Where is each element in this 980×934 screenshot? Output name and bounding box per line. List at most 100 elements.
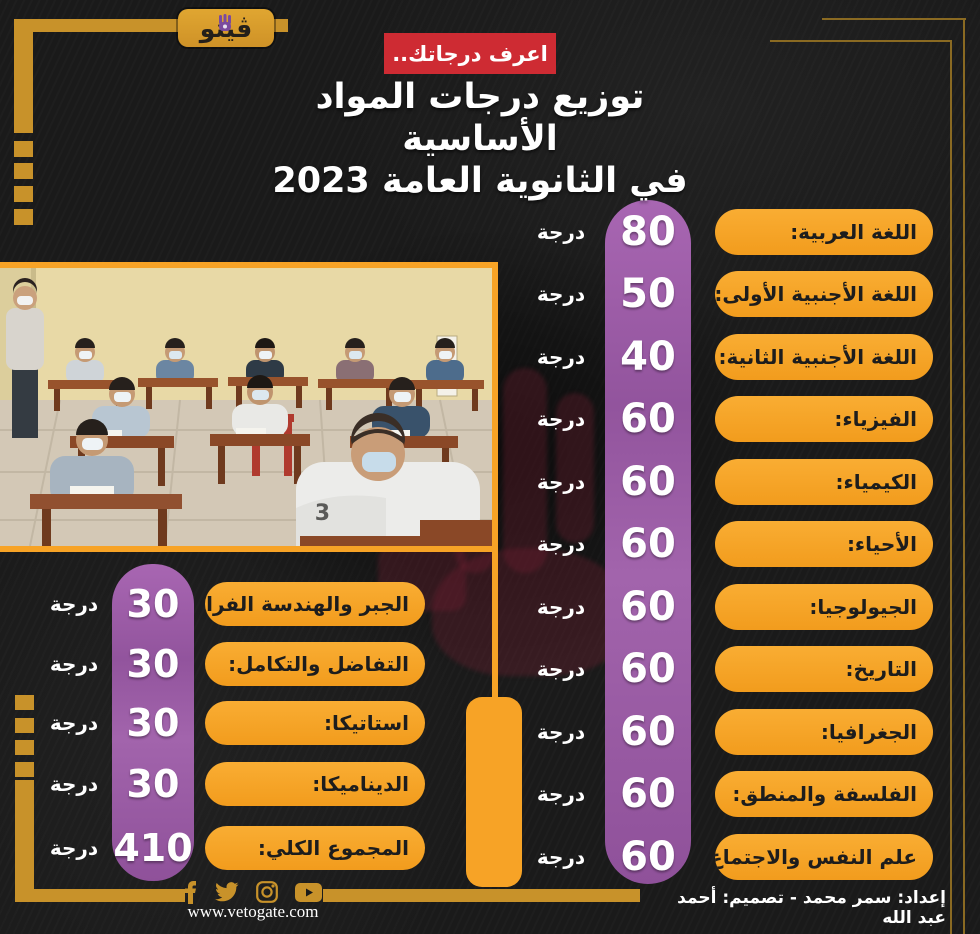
frame-top-left-horizontal <box>14 19 178 32</box>
subject-score: 40 <box>620 334 676 380</box>
subject-score: 30 <box>126 642 180 686</box>
score-unit-label: درجة <box>49 592 99 616</box>
subject-row: الجيولوجيا: 60 درجة <box>0 584 980 630</box>
subject-score: 30 <box>126 582 180 626</box>
veto-hand-icon <box>219 14 231 31</box>
subject-row: الجبر والهندسة الفراغية: 30 درجة <box>0 582 980 626</box>
page-title: توزيع درجات المواد الأساسية في الثانوية … <box>250 76 710 202</box>
subject-score: 60 <box>620 396 676 442</box>
subject-label: علم النفس والاجتماع: <box>715 845 917 869</box>
score-unit-label: درجة <box>49 836 99 860</box>
frame-dash <box>14 163 33 179</box>
frame-dash <box>15 718 34 733</box>
subject-pill: الكيمياء: <box>715 459 933 505</box>
frame-dash <box>14 186 33 202</box>
score-unit-label: درجة <box>49 711 99 735</box>
score-unit-label: درجة <box>536 782 586 806</box>
score-unit-label: درجة <box>536 657 586 681</box>
facebook-icon <box>185 881 196 904</box>
subject-score: 30 <box>126 701 180 745</box>
frame-dash <box>15 762 34 777</box>
subject-label: الفلسفة والمنطق: <box>732 782 917 806</box>
subject-row: الفيزياء: 60 درجة <box>0 396 980 442</box>
frame-dash <box>14 141 33 157</box>
score-column-main <box>605 200 691 884</box>
frame-left-vertical-bottom <box>15 780 34 902</box>
subject-label: التفاضل والتكامل: <box>228 652 409 676</box>
subject-pill: الجيولوجيا: <box>715 584 933 630</box>
classroom-illustration: 3 <box>0 268 492 546</box>
subject-label: الجيولوجيا: <box>809 595 917 619</box>
score-unit-label: درجة <box>536 407 586 431</box>
subject-row: الديناميكا: 30 درجة <box>0 762 980 806</box>
frame-thin-outer-right <box>963 18 965 934</box>
frame-thin-inner-top <box>770 40 952 42</box>
score-unit-label: درجة <box>536 845 586 869</box>
subject-pill: استاتيكا: <box>205 701 425 745</box>
subject-row: الفلسفة والمنطق: 60 درجة <box>0 771 980 817</box>
subject-row: الأحياء: 60 درجة <box>0 521 980 567</box>
subject-label: الكيمياء: <box>835 470 917 494</box>
subject-label: اللغة الأجنبية الأولى: <box>715 282 917 306</box>
frame-dash <box>15 740 34 755</box>
subject-label: الجبر والهندسة الفراغية: <box>205 592 409 616</box>
total-score: 410 <box>113 826 193 870</box>
kicker-banner: اعرف درجاتك.. <box>384 33 556 74</box>
score-unit-label: درجة <box>49 772 99 796</box>
subject-row: اللغة العربية: 80 درجة <box>0 209 980 255</box>
subject-score: 80 <box>620 209 676 255</box>
frame-dash <box>14 209 33 225</box>
score-unit-label: درجة <box>49 652 99 676</box>
frame-bottom-horizontal-b <box>323 889 640 902</box>
subject-label: اللغة العربية: <box>790 220 917 244</box>
subject-score: 60 <box>620 834 676 880</box>
subject-score: 60 <box>620 709 676 755</box>
subject-score: 30 <box>126 762 180 806</box>
exam-classroom-photo: 3 <box>0 262 498 552</box>
website-url: www.vetogate.com <box>187 902 319 921</box>
instagram-icon <box>256 881 278 903</box>
connector-pill <box>466 697 522 887</box>
subject-label: استاتيكا: <box>323 711 409 735</box>
subject-score: 50 <box>620 271 676 317</box>
total-row: المجموع الكلي: 410 درجة <box>0 826 980 870</box>
subject-score: 60 <box>620 521 676 567</box>
subject-row: الكيمياء: 60 درجة <box>0 459 980 505</box>
score-unit-label: درجة <box>536 220 586 244</box>
subject-pill: علم النفس والاجتماع: <box>715 834 933 880</box>
subject-label: اللغة الأجنبية الثانية: <box>718 345 918 369</box>
score-column-math <box>112 564 194 881</box>
subject-label: التاريخ: <box>845 657 917 681</box>
subject-label: الفيزياء: <box>834 407 917 431</box>
score-unit-label: درجة <box>536 720 586 744</box>
score-unit-label: درجة <box>536 595 586 619</box>
title-line-1: توزيع درجات المواد الأساسية <box>315 77 645 159</box>
subject-pill: التفاضل والتكامل: <box>205 642 425 686</box>
score-unit-label: درجة <box>536 532 586 556</box>
score-unit-label: درجة <box>536 470 586 494</box>
subject-row: اللغة الأجنبية الأولى: 50 درجة <box>0 271 980 317</box>
score-unit-label: درجة <box>536 345 586 369</box>
credit-text: إعداد: سمر محمد - تصميم: أحمد عبد الله <box>677 888 946 928</box>
total-pill: المجموع الكلي: <box>205 826 425 870</box>
twitter-icon <box>215 882 239 902</box>
score-unit-label: درجة <box>536 282 586 306</box>
subject-score: 60 <box>620 459 676 505</box>
subject-pill: اللغة الأجنبية الثانية: <box>715 334 933 380</box>
subject-pill: اللغة العربية: <box>715 209 933 255</box>
subject-pill: الديناميكا: <box>205 762 425 806</box>
subject-pill: الجغرافيا: <box>715 709 933 755</box>
frame-logo-stub <box>273 19 288 32</box>
frame-bottom-horizontal-a <box>15 889 185 902</box>
subject-label: الديناميكا: <box>312 772 409 796</box>
youtube-icon <box>295 882 322 902</box>
subject-row: استاتيكا: 30 درجة <box>0 701 980 745</box>
subject-label: الأحياء: <box>846 532 917 556</box>
subject-pill: الجبر والهندسة الفراغية: <box>205 582 425 626</box>
subject-score: 60 <box>620 646 676 692</box>
total-label: المجموع الكلي: <box>257 836 409 860</box>
subject-pill: الأحياء: <box>715 521 933 567</box>
photo-connector-line <box>492 552 498 698</box>
subject-row: علم النفس والاجتماع: 60 درجة <box>0 834 980 880</box>
